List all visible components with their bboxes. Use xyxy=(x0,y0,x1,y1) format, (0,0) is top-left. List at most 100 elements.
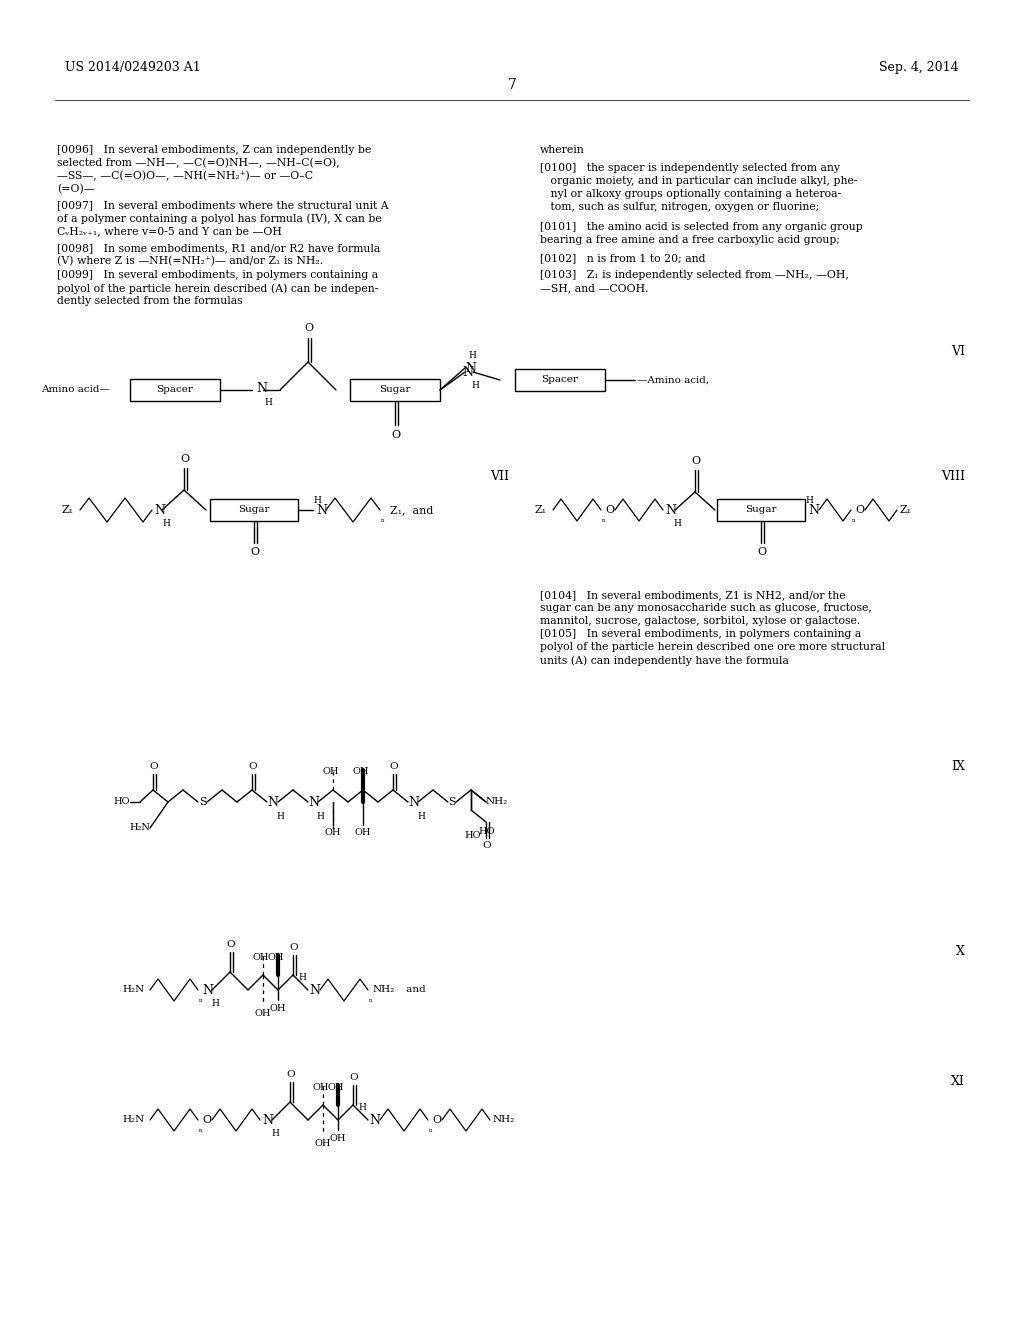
Text: of a polymer containing a polyol has formula (IV), X can be: of a polymer containing a polyol has for… xyxy=(57,213,382,223)
Text: H: H xyxy=(264,399,272,407)
Text: H: H xyxy=(358,1104,366,1111)
Text: N: N xyxy=(154,503,165,516)
Text: H: H xyxy=(211,999,219,1008)
Text: Sep. 4, 2014: Sep. 4, 2014 xyxy=(880,62,959,74)
Text: O: O xyxy=(249,762,257,771)
Text: O: O xyxy=(287,1071,295,1078)
FancyBboxPatch shape xyxy=(515,370,605,391)
Text: Sugar: Sugar xyxy=(379,385,411,395)
Text: —SS—, —C(=O)O—, —NH(=NH₂⁺)— or —O–C: —SS—, —C(=O)O—, —NH(=NH₂⁺)— or —O–C xyxy=(57,172,313,181)
Text: [0099]   In several embodiments, in polymers containing a: [0099] In several embodiments, in polyme… xyxy=(57,271,378,280)
Text: US 2014/0249203 A1: US 2014/0249203 A1 xyxy=(65,62,201,74)
Text: XI: XI xyxy=(951,1074,965,1088)
Text: O: O xyxy=(180,454,189,465)
Text: OH: OH xyxy=(314,1139,331,1148)
Text: Sugar: Sugar xyxy=(239,506,269,515)
Text: H: H xyxy=(276,812,284,821)
Text: H: H xyxy=(298,973,306,982)
Text: Z₁: Z₁ xyxy=(535,506,547,515)
Text: OH: OH xyxy=(352,767,370,776)
Text: [0103]   Z₁ is independently selected from —NH₂, —OH,: [0103] Z₁ is independently selected from… xyxy=(540,271,849,280)
Text: bearing a free amine and a free carboxylic acid group;: bearing a free amine and a free carboxyl… xyxy=(540,235,840,246)
Text: ₙ: ₙ xyxy=(852,515,856,524)
Text: N: N xyxy=(308,796,319,808)
Text: N: N xyxy=(808,503,819,516)
Text: O: O xyxy=(432,1115,441,1125)
Text: Spacer: Spacer xyxy=(157,385,194,395)
Text: H₂N: H₂N xyxy=(123,1115,145,1125)
Text: NH₂: NH₂ xyxy=(373,986,395,994)
Text: H: H xyxy=(673,519,681,528)
Text: [0104]   In several embodiments, Z1 is NH2, and/or the: [0104] In several embodiments, Z1 is NH2… xyxy=(540,590,846,601)
Text: OH: OH xyxy=(269,1005,287,1012)
Text: OH: OH xyxy=(267,953,285,962)
Text: N: N xyxy=(465,362,476,375)
Text: N: N xyxy=(316,503,327,516)
Text: O: O xyxy=(390,762,398,771)
Text: organic moiety, and in particular can include alkyl, phe-: organic moiety, and in particular can in… xyxy=(540,176,857,186)
Text: O: O xyxy=(391,430,400,440)
FancyBboxPatch shape xyxy=(210,499,298,521)
Text: OH: OH xyxy=(354,828,372,837)
Text: CᵥH₂ᵥ₊₁, where v=0-5 and Y can be —OH: CᵥH₂ᵥ₊₁, where v=0-5 and Y can be —OH xyxy=(57,226,282,236)
Text: ₙ: ₙ xyxy=(199,1125,203,1134)
Text: S: S xyxy=(199,797,207,807)
Text: N: N xyxy=(202,983,213,997)
Text: N: N xyxy=(309,983,319,997)
Text: Z₁,  and: Z₁, and xyxy=(390,506,433,515)
Text: mannitol, sucrose, galactose, sorbitol, xylose or galactose.: mannitol, sucrose, galactose, sorbitol, … xyxy=(540,616,860,626)
Text: units (A) can independently have the formula: units (A) can independently have the for… xyxy=(540,655,788,665)
Text: Spacer: Spacer xyxy=(542,375,579,384)
Text: —Amino acid,: —Amino acid, xyxy=(637,375,710,384)
Text: O: O xyxy=(691,455,700,466)
Text: Z₁: Z₁ xyxy=(900,506,912,515)
Text: —SH, and —COOH.: —SH, and —COOH. xyxy=(540,282,648,293)
Text: N: N xyxy=(267,796,278,808)
Text: [0102]   n is from 1 to 20; and: [0102] n is from 1 to 20; and xyxy=(540,253,706,263)
Text: 7: 7 xyxy=(508,78,516,92)
Text: H: H xyxy=(313,496,321,506)
Text: and: and xyxy=(403,986,426,994)
Text: O: O xyxy=(855,506,864,515)
Text: Z₁: Z₁ xyxy=(62,506,74,515)
Text: O: O xyxy=(202,1115,211,1125)
Text: O: O xyxy=(482,841,492,850)
Text: O: O xyxy=(605,506,614,515)
Text: polyol of the particle herein described one ore more structural: polyol of the particle herein described … xyxy=(540,642,885,652)
Text: [0097]   In several embodiments where the structural unit A: [0097] In several embodiments where the … xyxy=(57,201,389,210)
FancyBboxPatch shape xyxy=(130,379,220,401)
Text: N: N xyxy=(256,381,267,395)
Text: VI: VI xyxy=(951,345,965,358)
Text: H: H xyxy=(471,381,479,389)
Text: H: H xyxy=(271,1129,279,1138)
Text: NH₂: NH₂ xyxy=(486,797,508,807)
Text: wherein: wherein xyxy=(540,145,585,154)
Text: IX: IX xyxy=(951,760,965,774)
Text: OH: OH xyxy=(312,1082,330,1092)
Text: OH: OH xyxy=(325,828,341,837)
Text: HO: HO xyxy=(478,828,495,837)
Text: O: O xyxy=(349,1073,358,1082)
Text: Sugar: Sugar xyxy=(745,506,777,515)
Text: N: N xyxy=(462,366,473,379)
Text: H: H xyxy=(162,519,170,528)
Text: sugar can be any monosaccharide such as glucose, fructose,: sugar can be any monosaccharide such as … xyxy=(540,603,871,612)
Text: ₙ: ₙ xyxy=(602,515,606,524)
Text: OH: OH xyxy=(323,767,339,776)
FancyBboxPatch shape xyxy=(717,499,805,521)
Text: O: O xyxy=(758,546,767,557)
Text: NH₂: NH₂ xyxy=(493,1115,515,1125)
Text: [0100]   the spacer is independently selected from any: [0100] the spacer is independently selec… xyxy=(540,162,840,173)
Text: N: N xyxy=(369,1114,380,1126)
Text: O: O xyxy=(226,940,236,949)
Text: H₂N: H₂N xyxy=(123,986,145,994)
Text: [0101]   the amino acid is selected from any organic group: [0101] the amino acid is selected from a… xyxy=(540,222,863,232)
Text: ₙ: ₙ xyxy=(429,1125,433,1134)
Text: H: H xyxy=(417,812,425,821)
Text: selected from —NH—, —C(=O)NH—, —NH–C(=O),: selected from —NH—, —C(=O)NH—, —NH–C(=O)… xyxy=(57,158,340,169)
Text: O: O xyxy=(304,323,313,333)
Text: Amino acid—: Amino acid— xyxy=(41,385,110,395)
Text: dently selected from the formulas: dently selected from the formulas xyxy=(57,296,243,306)
Text: O: O xyxy=(251,546,259,557)
Text: tom, such as sulfur, nitrogen, oxygen or fluorine;: tom, such as sulfur, nitrogen, oxygen or… xyxy=(540,202,819,213)
